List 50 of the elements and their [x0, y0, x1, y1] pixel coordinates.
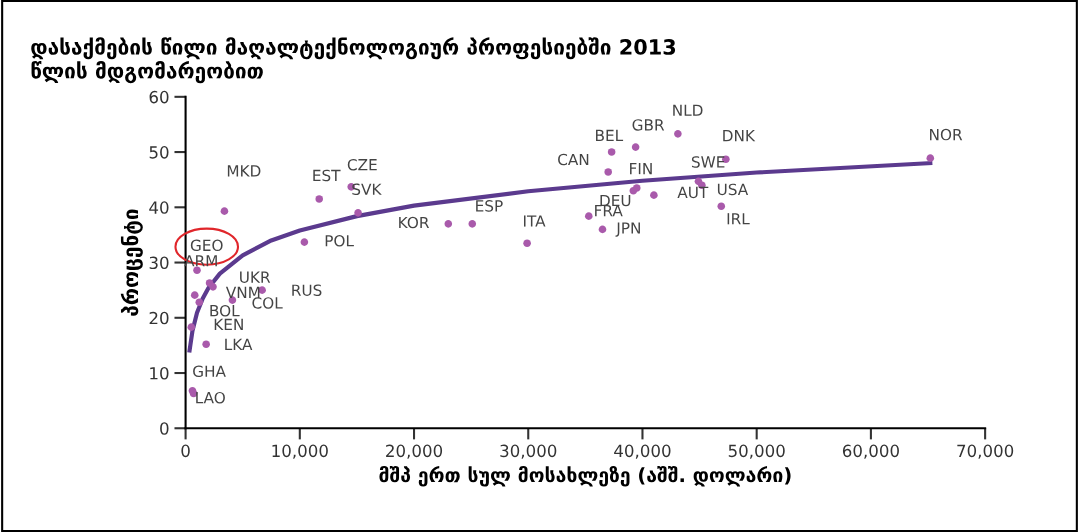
annotation: MKD	[227, 165, 261, 177]
y-tick-label: 30	[149, 256, 169, 270]
annotation: ITA	[524, 215, 546, 227]
annotation: DNK	[723, 130, 756, 142]
annotation: KEN	[214, 318, 243, 330]
x-tick-label: 20,000	[386, 444, 443, 459]
x-tick-label: 60,000	[842, 444, 899, 459]
annotation: UKR	[240, 271, 271, 283]
chart-title: დასაქმების წილი მაღალტექნოლოგიურ პროფესიებში 2013 წლის მდგომარეობით	[31, 37, 676, 84]
annotation: EST	[313, 169, 341, 182]
annotation: LAO	[196, 391, 225, 404]
x-tick-label: 70,000	[957, 444, 1014, 459]
y-tick-label: 0	[160, 422, 169, 435]
annotation: BEL	[596, 129, 624, 141]
annotation: BOL	[210, 304, 240, 317]
x-tick-label: 10,000	[272, 444, 328, 459]
annotation: FRA	[595, 205, 623, 217]
annotation: VNM	[225, 286, 260, 298]
annotation: KOR	[399, 216, 430, 229]
annotation: NLD	[673, 104, 703, 116]
annotation: AUT	[677, 186, 709, 199]
annotation: CAN	[558, 153, 589, 166]
y-tick-label: 40	[149, 201, 169, 214]
annotation: IRL	[727, 213, 750, 225]
x-tick-label: 40,000	[614, 444, 671, 459]
annotation: POL	[325, 234, 354, 247]
annotation: NOR	[930, 128, 963, 141]
annotation: GHA	[193, 365, 226, 378]
y-axis-title: პროცენტი	[120, 209, 143, 316]
y-tick-label: 20	[149, 311, 169, 325]
annotation: GEO	[190, 239, 223, 252]
annotation: SWE	[691, 156, 725, 168]
y-tick-label: 10	[150, 366, 169, 380]
annotation: RUS	[292, 284, 322, 296]
annotation: JPN	[615, 222, 640, 237]
annotation: FIN	[630, 162, 652, 175]
annotation: COL	[252, 297, 283, 309]
annotation: SVK	[352, 183, 382, 196]
y-tick-label: 50	[149, 146, 169, 159]
annotation: ESP	[476, 200, 503, 212]
x-tick-label: 0	[181, 444, 190, 458]
annotation: DEU	[600, 194, 631, 207]
y-tick-label: 60	[149, 90, 169, 104]
x-axis-title: მშპ ერთ სულ მოსახლეზე (აშშ. დოლარი)	[379, 465, 791, 487]
annotation: CZE	[347, 158, 377, 171]
annotation: USA	[717, 183, 749, 196]
x-tick-label: 50,000	[728, 444, 785, 459]
annotation: LKA	[225, 338, 253, 350]
x-tick-label: 30,000	[500, 444, 557, 459]
annotation: GBR	[632, 119, 665, 131]
